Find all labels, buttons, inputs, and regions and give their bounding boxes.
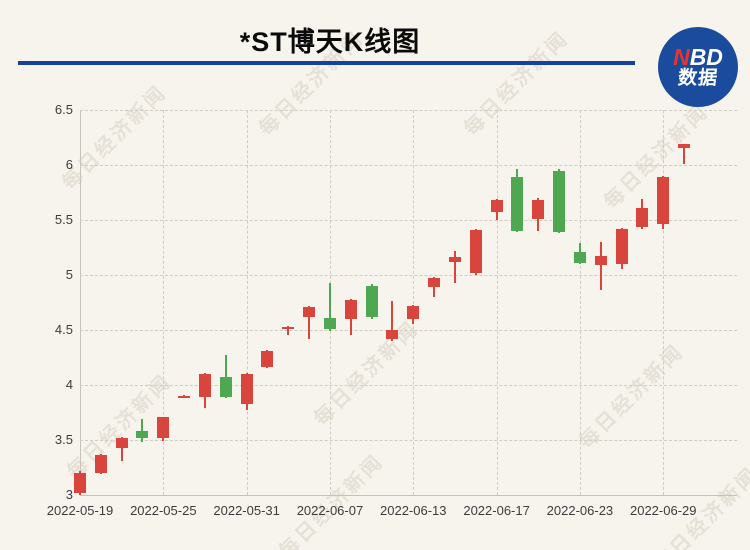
candle-wick (453, 250, 456, 283)
candle-wick (599, 242, 602, 291)
candle-body (407, 305, 420, 319)
candle-body (157, 416, 170, 438)
candle-body (532, 200, 545, 219)
x-axis-tick-label: 2022-06-13 (380, 503, 447, 518)
x-gridline (663, 110, 665, 495)
y-gridline (80, 165, 737, 166)
candle-body (365, 286, 378, 317)
x-axis-tick-label: 2022-06-17 (463, 503, 530, 518)
nbd-logo-text: NBD (673, 45, 723, 69)
y-gridline (80, 110, 737, 111)
candle-body (303, 306, 316, 317)
candle-wick (287, 325, 290, 336)
x-gridline (579, 110, 581, 495)
y-axis-tick-label: 6 (65, 157, 73, 172)
x-gridline (163, 110, 165, 495)
candle-body (448, 257, 461, 262)
x-axis-tick-label: 2022-05-25 (130, 503, 197, 518)
candle-wick (391, 301, 394, 341)
candle-body (115, 437, 128, 448)
y-axis-tick-label: 5.5 (54, 212, 73, 227)
y-axis-tick-label: 4.5 (54, 322, 73, 337)
candle-body (178, 396, 191, 398)
nbd-logo: NBD 数据 (658, 27, 738, 107)
x-axis-tick-label: 2022-05-19 (46, 503, 114, 518)
nbd-logo-bd: BD (689, 43, 723, 70)
candle-body (344, 300, 357, 319)
page-title: *ST博天K线图 (239, 27, 421, 57)
candle-body (94, 455, 107, 473)
x-axis-tick-label: 2022-05-31 (213, 503, 280, 518)
y-gridline (80, 275, 737, 276)
candle-body (198, 374, 211, 398)
candle-wick (308, 305, 311, 339)
candle-body (511, 177, 524, 231)
candle-body (573, 251, 586, 263)
x-gridline (496, 110, 498, 495)
y-gridline (80, 330, 737, 331)
x-axis-line (80, 495, 737, 496)
candle-body (594, 256, 607, 266)
y-gridline (80, 440, 737, 441)
candle-body (469, 229, 482, 273)
x-gridline (246, 110, 248, 495)
y-axis-tick-label: 3 (65, 487, 73, 502)
candle-body (428, 278, 441, 288)
candle-body (240, 374, 253, 404)
candle-body (74, 473, 86, 493)
candle-body (615, 228, 628, 264)
x-gridline (413, 110, 415, 495)
candle-wick (328, 282, 331, 332)
x-axis-tick-label: 2022-06-23 (546, 503, 614, 518)
candle-wick (683, 144, 686, 164)
x-axis-tick-label: 2022-06-29 (629, 503, 697, 518)
nbd-logo-n: N (673, 43, 690, 70)
y-axis-tick-label: 6.5 (54, 102, 73, 117)
candle-body (386, 330, 399, 339)
candle-wick (141, 419, 144, 443)
candle-body (323, 317, 336, 329)
y-axis-tick-label: 4 (65, 377, 73, 392)
candle-body (261, 350, 274, 368)
y-gridline (80, 385, 737, 386)
y-axis-tick-label: 3.5 (54, 432, 73, 447)
candle-body (636, 207, 649, 227)
candle-wick (120, 436, 123, 461)
candle-body (657, 177, 670, 225)
candle-body (490, 200, 503, 213)
candle-body (136, 431, 149, 438)
title-divider (18, 61, 635, 65)
y-gridline (80, 220, 737, 221)
y-axis-line (80, 110, 81, 495)
candle-wick (224, 355, 227, 399)
candle-body (678, 144, 691, 149)
candle-body (553, 170, 566, 233)
y-axis-tick-label: 5 (65, 267, 73, 282)
candle-body (219, 377, 232, 398)
x-axis-tick-label: 2022-06-07 (296, 503, 364, 518)
candle-body (282, 326, 295, 329)
